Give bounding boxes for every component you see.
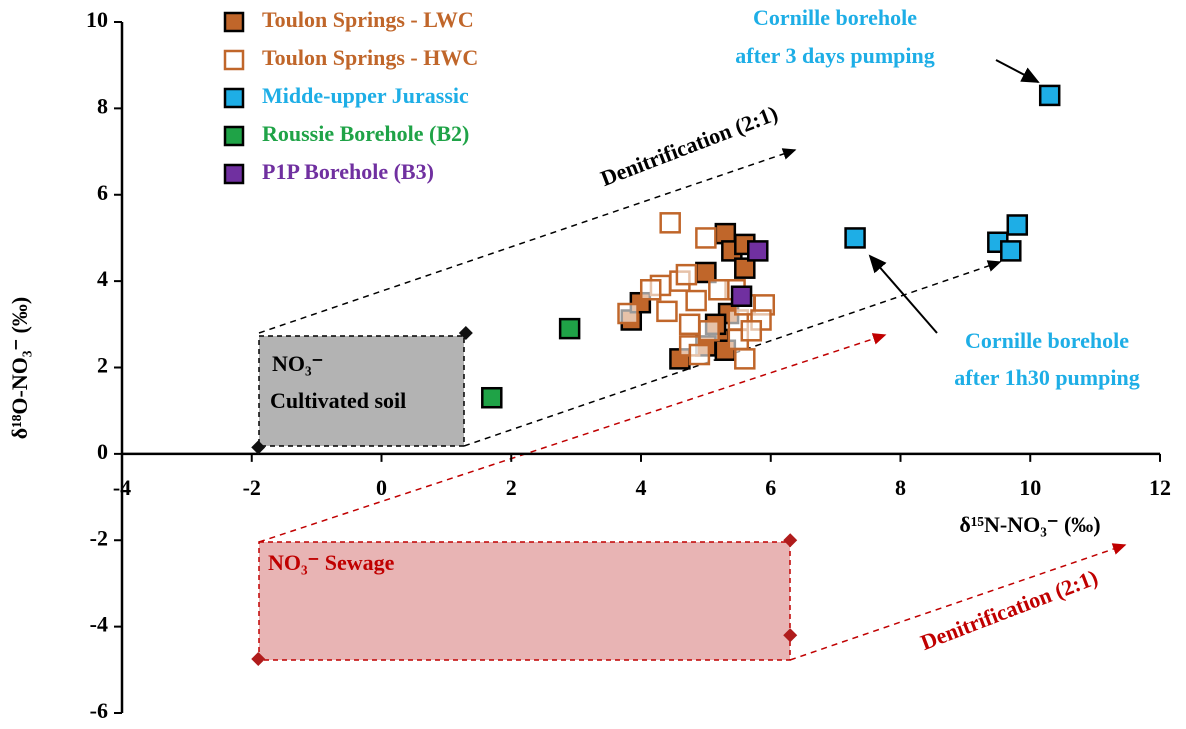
annotation-shapes — [258, 59, 1127, 661]
point — [708, 279, 730, 301]
y-tick-label: -4 — [90, 612, 108, 637]
legend-label: Midde-upper Jurassic — [262, 83, 469, 108]
y-tick-label: 0 — [97, 439, 108, 464]
legend-marker — [223, 87, 245, 109]
point — [617, 302, 639, 325]
y-tick-label: 8 — [97, 93, 108, 118]
point — [458, 325, 473, 340]
y-tick-label: 6 — [97, 180, 108, 205]
annotation: Cornille borehole — [965, 328, 1129, 353]
point — [251, 652, 266, 667]
y-tick-label: 4 — [97, 266, 108, 291]
annotation: after 3 days pumping — [735, 43, 934, 68]
annotation: Cornille borehole — [753, 5, 917, 30]
y-tick-label: -6 — [90, 698, 108, 723]
point — [747, 240, 769, 262]
annotation: NO₃⁻ Sewage — [268, 550, 395, 575]
point — [1006, 214, 1029, 236]
legend-marker — [223, 49, 245, 71]
annotation: Denitrification (2:1) — [917, 564, 1101, 655]
point — [656, 300, 678, 323]
annotation: after 1h30 pumping — [954, 365, 1139, 390]
x-tick-label: -4 — [113, 475, 131, 500]
point — [1000, 240, 1022, 262]
point — [659, 212, 681, 234]
y-tick-label: 2 — [97, 353, 108, 378]
y-tick-label: 10 — [86, 7, 108, 32]
annotation: Cultivated soil — [270, 388, 406, 413]
point — [734, 348, 756, 370]
legend-label: Toulon Springs - LWC — [262, 7, 474, 32]
x-tick-label: -2 — [243, 475, 261, 500]
point — [698, 320, 720, 342]
point — [730, 285, 753, 307]
x-tick-label: 0 — [376, 475, 387, 500]
legend-marker — [223, 125, 245, 147]
annotation: Denitrification (2:1) — [597, 100, 781, 191]
x-axis-title: δ¹⁵N-NO₃⁻ (‰) — [959, 512, 1100, 537]
legend-marker — [223, 163, 245, 185]
point — [844, 227, 866, 249]
point — [783, 628, 798, 643]
x-tick-label: 2 — [506, 475, 517, 500]
legend-label: P1P Borehole (B3) — [262, 159, 434, 184]
x-tick-label: 6 — [765, 475, 776, 500]
x-tick-label: 8 — [895, 475, 906, 500]
pointer-arrow — [995, 59, 1040, 83]
point — [734, 257, 756, 279]
point — [695, 227, 717, 249]
annotation: NO₃⁻ — [272, 351, 323, 376]
point — [685, 289, 707, 312]
point — [1038, 84, 1061, 107]
y-tick-label: -2 — [90, 525, 108, 550]
sewage-box — [258, 541, 791, 661]
y-axis-title: δ¹⁸O-NO₃⁻ (‰) — [7, 297, 32, 439]
point — [558, 317, 581, 340]
x-tick-label: 4 — [636, 475, 647, 500]
point — [688, 343, 711, 366]
point — [481, 386, 503, 409]
point — [675, 263, 698, 286]
pointer-arrow — [868, 254, 938, 334]
point — [740, 320, 763, 342]
x-tick-label: 12 — [1149, 475, 1171, 500]
legend-label: Roussie Borehole (B2) — [262, 121, 469, 146]
legend-marker — [223, 11, 245, 33]
point — [783, 533, 798, 548]
x-tick-label: 10 — [1019, 475, 1041, 500]
soil-box — [258, 335, 465, 447]
point — [678, 313, 701, 336]
point — [639, 279, 662, 301]
point — [251, 440, 266, 455]
trend-arrow — [789, 543, 1127, 661]
legend-label: Toulon Springs - HWC — [262, 45, 478, 70]
